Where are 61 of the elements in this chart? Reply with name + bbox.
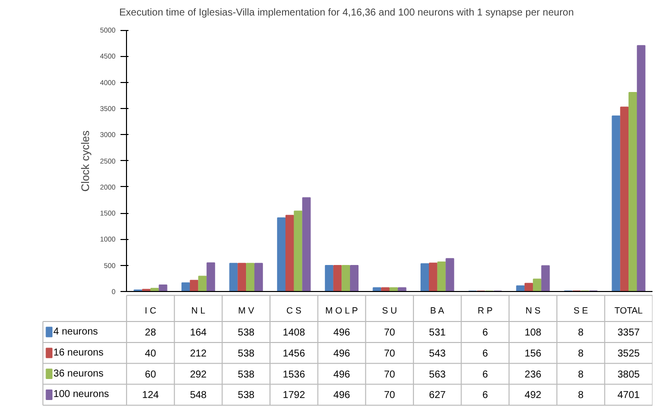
data-label: 8	[578, 369, 584, 380]
legend-label: 36 neurons	[53, 368, 104, 380]
legend-label: 100 neurons	[53, 389, 110, 400]
x-tick-label: S U	[382, 305, 398, 316]
data-label: 492	[524, 390, 542, 402]
data-label: 8	[578, 348, 584, 360]
data-label: 1408	[282, 327, 306, 338]
y-axis-title: Clock cycles	[80, 130, 92, 192]
data-label: 3525	[617, 348, 640, 360]
data-label: 292	[190, 369, 208, 380]
data-label: 70	[384, 369, 396, 380]
data-label: 3357	[617, 327, 640, 338]
data-label: 124	[142, 390, 160, 402]
data-label: 156	[524, 348, 542, 360]
data-label: 60	[144, 369, 156, 380]
data-label: 164	[190, 327, 208, 338]
x-tick-label: TOTAL	[614, 305, 643, 316]
legend-label: 4 neurons	[53, 326, 98, 338]
x-tick-label: M V	[238, 305, 254, 316]
data-label: 496	[333, 369, 350, 380]
x-tick-label: N S	[525, 305, 540, 316]
x-tick-label: M O L P	[325, 305, 358, 316]
data-label: 548	[190, 390, 208, 402]
data-label: 1536	[282, 369, 306, 380]
data-label: 531	[429, 327, 446, 338]
data-label: 70	[384, 348, 396, 360]
data-label: 496	[333, 348, 350, 360]
data-label: 6	[482, 369, 488, 380]
data-label: 496	[333, 327, 350, 338]
chart-title: Execution time of Iglesias-Villa implementation for 4,16,36 and 100 neurons with 1 synapse per neuron	[119, 8, 574, 18]
data-label: 8	[578, 390, 584, 402]
data-label: 6	[482, 327, 488, 338]
data-label: 543	[429, 348, 446, 360]
data-label: 212	[190, 348, 208, 360]
data-label: 236	[524, 369, 542, 380]
data-label: 108	[524, 327, 542, 338]
x-tick-label: R P	[478, 305, 493, 316]
data-label: 40	[144, 348, 156, 360]
x-tick-label: S E	[574, 305, 588, 316]
data-label: 3805	[617, 369, 640, 380]
data-label: 6	[482, 348, 488, 360]
data-label: 6	[482, 390, 488, 402]
data-label: 70	[384, 390, 396, 402]
data-label: 563	[429, 369, 446, 380]
data-label: 70	[384, 327, 396, 338]
x-tick-label: C S	[286, 305, 302, 316]
data-label: 538	[238, 369, 255, 380]
data-label: 538	[238, 348, 255, 360]
data-label: 28	[144, 327, 156, 338]
data-label: 496	[333, 390, 350, 402]
data-label: 4701	[617, 390, 640, 402]
x-tick-label: N L	[191, 305, 206, 316]
data-label: 1792	[282, 390, 306, 402]
data-label: 8	[578, 327, 584, 338]
data-label: 627	[429, 390, 446, 402]
x-tick-label: I C	[144, 305, 157, 316]
data-label: 538	[238, 327, 255, 338]
legend-label: 16 neurons	[53, 347, 104, 358]
data-label: 538	[238, 390, 255, 402]
x-tick-label: B A	[430, 305, 444, 316]
data-label: 1456	[282, 348, 306, 360]
